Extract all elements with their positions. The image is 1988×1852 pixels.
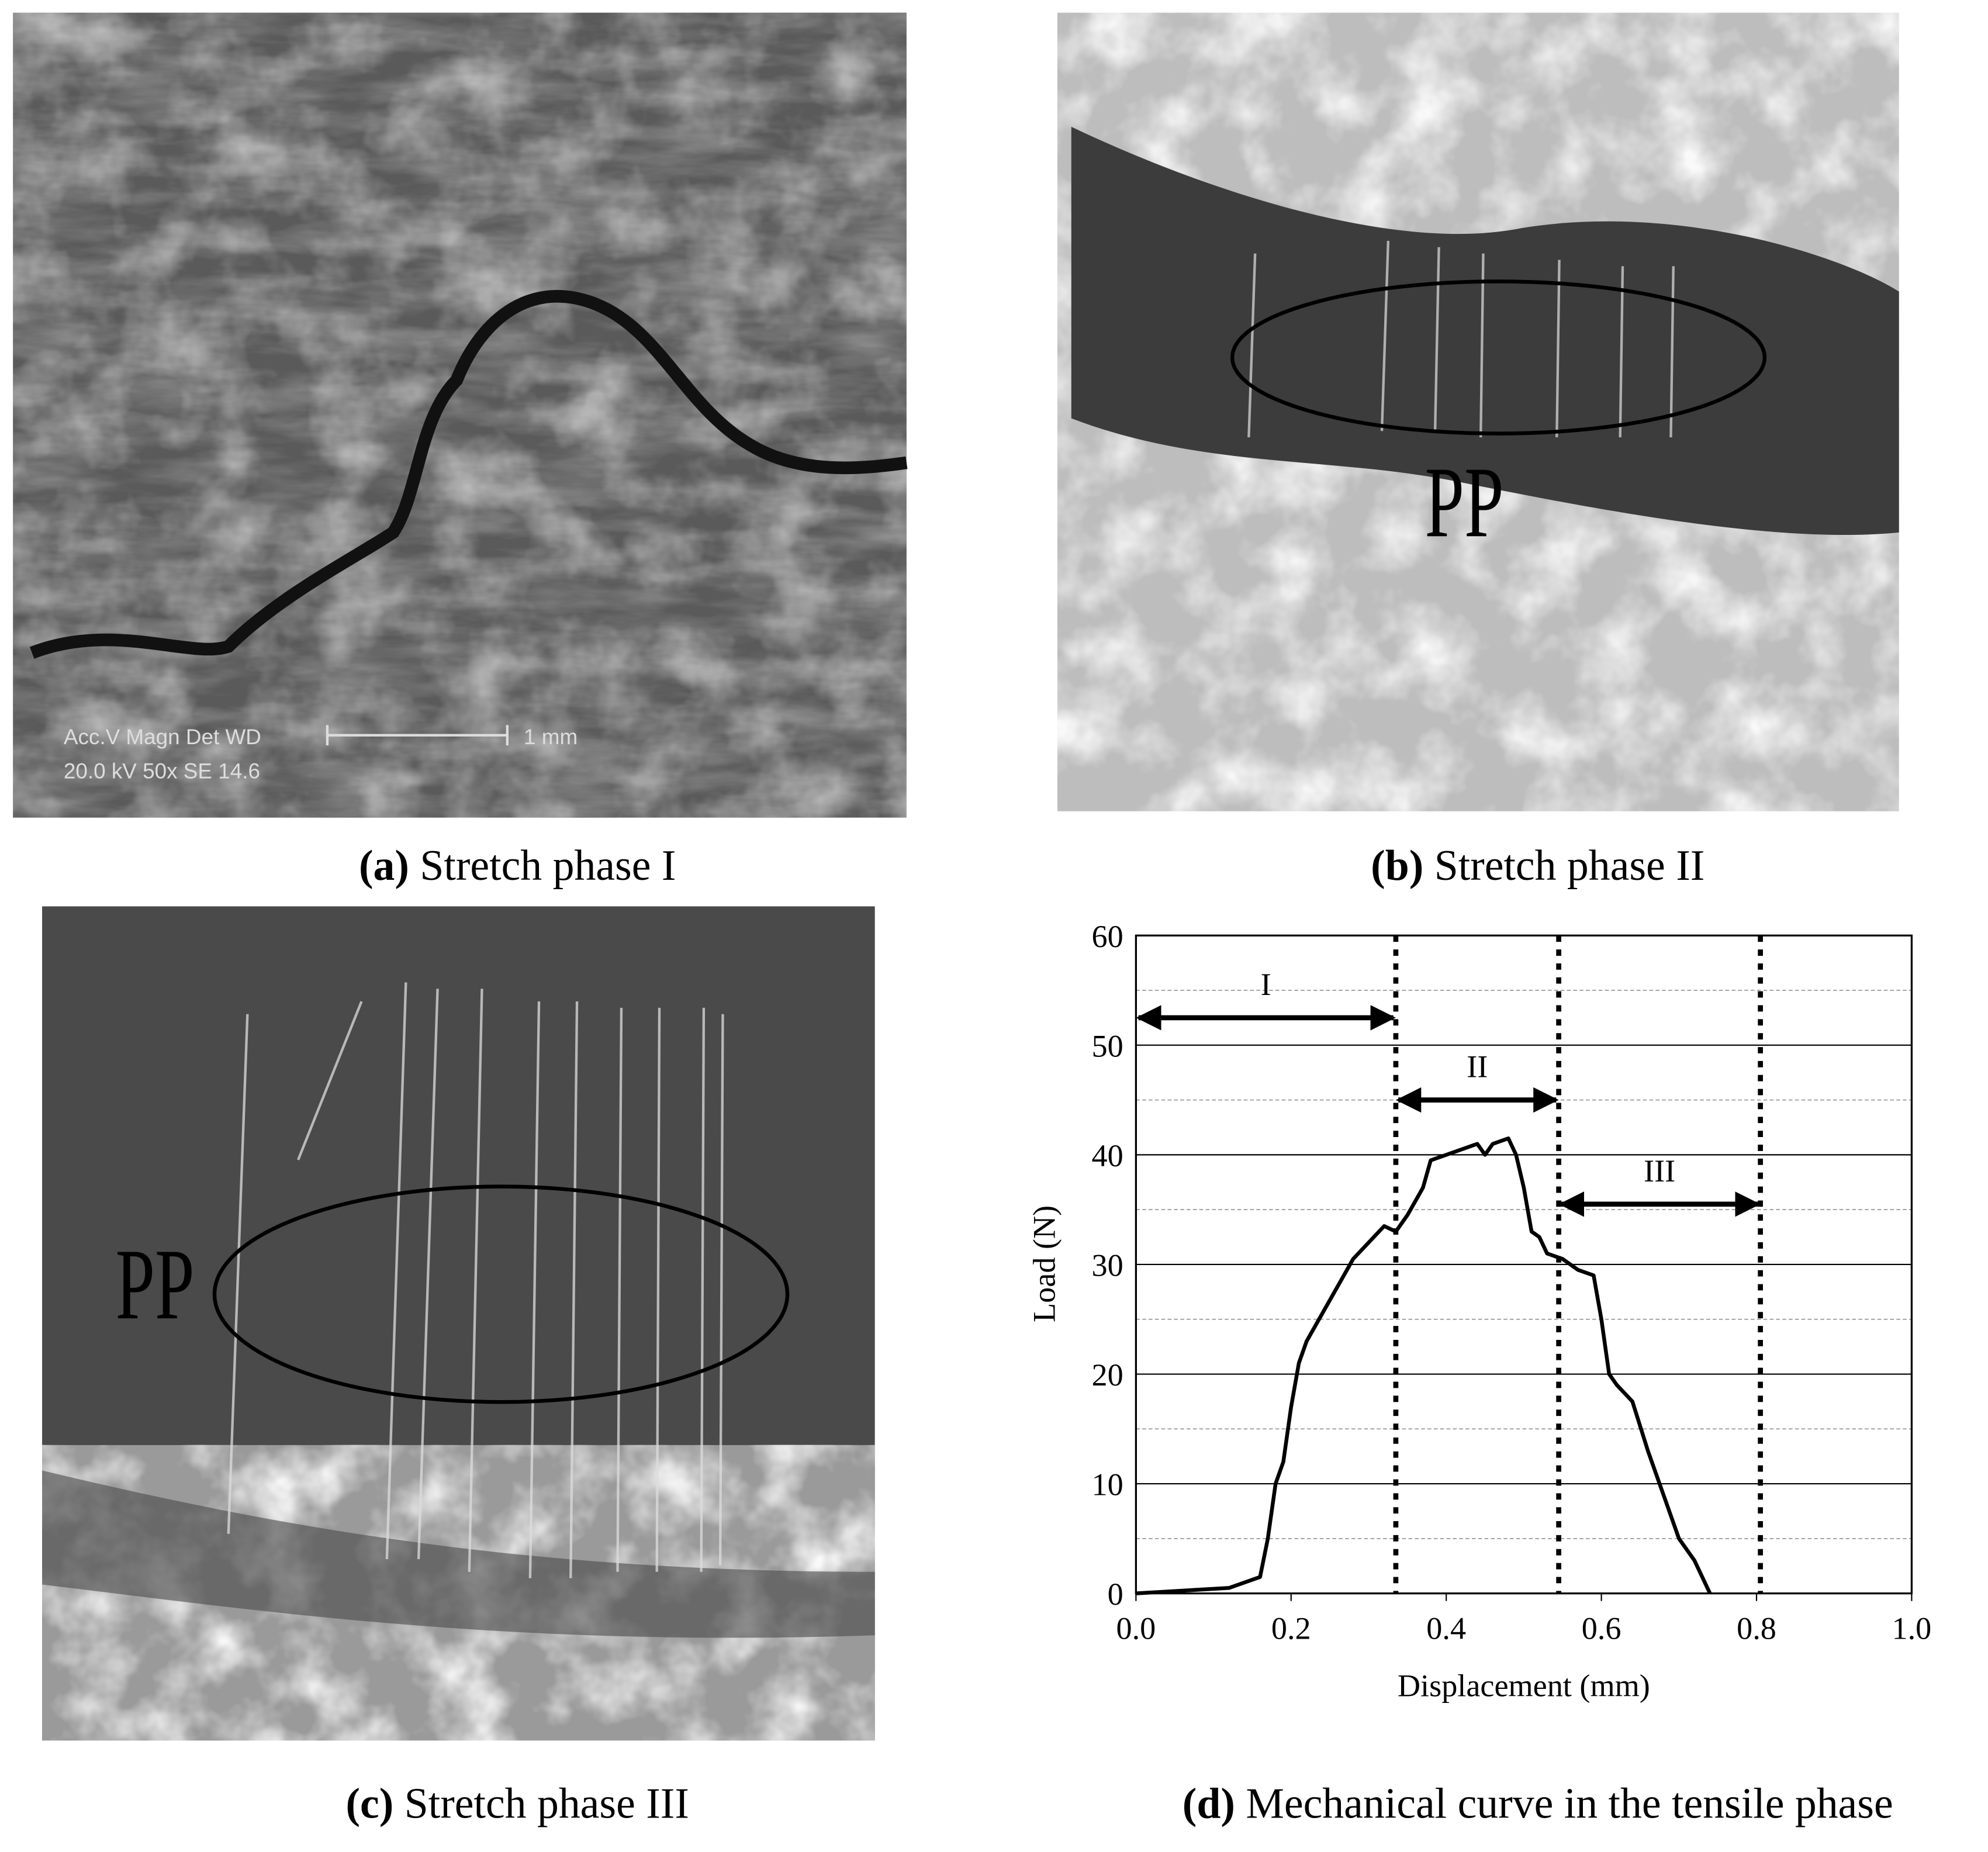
y-tick-label: 30	[1091, 1248, 1123, 1283]
sem-params: Acc.V Magn Det WD	[64, 725, 261, 749]
scale-bar-label: 1 mm	[524, 725, 578, 749]
y-tick-label: 50	[1091, 1028, 1123, 1063]
sem-image-c: PP	[42, 906, 875, 1741]
data-line	[1136, 1136, 1712, 1595]
panel-caption: Stretch phase II	[1434, 841, 1705, 889]
phase-label: III	[1644, 1153, 1675, 1188]
y-tick-label: 20	[1091, 1357, 1123, 1393]
phase-label: I	[1261, 967, 1271, 1002]
sem-image-b: PP	[1057, 12, 1899, 811]
sem-values: 20.0 kV 50x SE 14.6	[64, 759, 260, 783]
pp-label: PP	[1425, 447, 1503, 558]
x-tick-label: 0.2	[1271, 1611, 1311, 1646]
plot-frame	[1135, 934, 1913, 1595]
panel-label: (b)	[1371, 841, 1423, 889]
x-tick-label: 0.4	[1426, 1611, 1466, 1646]
caption: (b) Stretch phase II	[1371, 841, 1705, 889]
panel-caption: Stretch phase III	[404, 1779, 689, 1827]
caption: (d) Mechanical curve in the tensile phas…	[1183, 1779, 1893, 1827]
y-tick-label: 60	[1091, 919, 1123, 954]
x-tick-label: 0.8	[1737, 1611, 1776, 1646]
y-tick-label: 10	[1091, 1467, 1123, 1502]
panel-caption: Mechanical curve in the tensile phase	[1246, 1779, 1893, 1827]
panel-label: (a)	[359, 841, 409, 889]
panel-caption: Stretch phase I	[420, 841, 676, 889]
x-tick-label: 0.0	[1116, 1611, 1156, 1646]
caption: (c) Stretch phase III	[345, 1779, 689, 1827]
panel-label: (d)	[1183, 1779, 1235, 1827]
x-tick-label: 1.0	[1892, 1611, 1932, 1646]
pp-label: PP	[115, 1229, 194, 1340]
x-tick-label: 0.6	[1582, 1611, 1621, 1646]
phase-label: II	[1467, 1049, 1488, 1084]
y-axis-title: Load (N)	[1027, 1205, 1062, 1322]
x-axis-title: Displacement (mm)	[1398, 1668, 1650, 1703]
y-tick-label: 40	[1091, 1138, 1123, 1173]
panel-label: (c)	[345, 1779, 393, 1827]
y-tick-label: 0	[1108, 1577, 1123, 1612]
sem-image-a: Acc.V Magn Det WD 20.0 kV 50x SE 14.6 1 …	[13, 12, 908, 818]
chart: Displacement (mm) Load (N) 0 10 20 30 40 50 60…	[1027, 919, 1932, 1704]
caption: (a) Stretch phase I	[359, 841, 676, 889]
